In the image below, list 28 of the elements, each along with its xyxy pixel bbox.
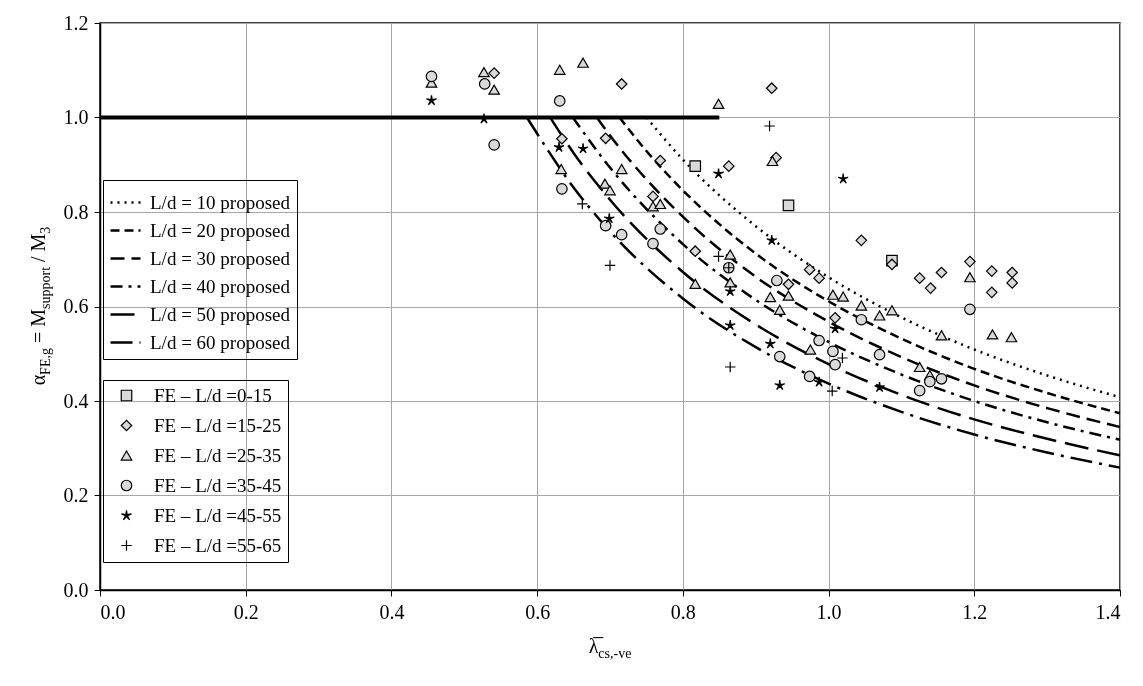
y-tick-label: 0.2	[63, 484, 89, 506]
y-tick-label: 0.4	[63, 389, 89, 412]
legend-label: FE – L/d =55-65	[154, 534, 282, 556]
legend-label: L/d = 20 proposed	[150, 219, 291, 241]
legend-label: FE – L/d =35-45	[154, 474, 282, 496]
y-tick-label: 1.2	[63, 11, 89, 34]
legend-label: L/d = 30 proposed	[150, 247, 291, 269]
x-tick-label: 0.6	[525, 600, 551, 623]
x-tick-label: 0.4	[379, 600, 405, 623]
legend-label: L/d = 10 proposed	[150, 191, 291, 213]
legend-label: FE – L/d =25-35	[154, 444, 282, 466]
y-tick-label: 1.0	[63, 106, 89, 128]
y-tick-label: 0.0	[63, 578, 89, 601]
y-tick-label: 0.6	[63, 295, 89, 317]
x-tick-label: 0.8	[670, 600, 696, 623]
legend-label: L/d = 40 proposed	[150, 275, 291, 297]
legend-label: L/d = 60 proposed	[150, 331, 291, 353]
x-tick-label: 0.2	[233, 600, 259, 623]
x-tick-label: 1.4	[1095, 600, 1121, 623]
x-tick-label: 0.0	[100, 600, 126, 623]
x-tick-label: 1.0	[816, 600, 842, 623]
x-axis-title: λ̅$_{cs,-ve}$	[588, 634, 632, 662]
legend-label: FE – L/d =45-55	[154, 504, 282, 526]
legend-label: L/d = 50 proposed	[150, 303, 291, 325]
y-tick-label: 0.8	[63, 200, 89, 223]
x-tick-label: 1.2	[962, 600, 988, 623]
legend-label: FE – L/d =0-15	[154, 384, 272, 406]
legend-label: FE – L/d =15-25	[154, 414, 282, 436]
